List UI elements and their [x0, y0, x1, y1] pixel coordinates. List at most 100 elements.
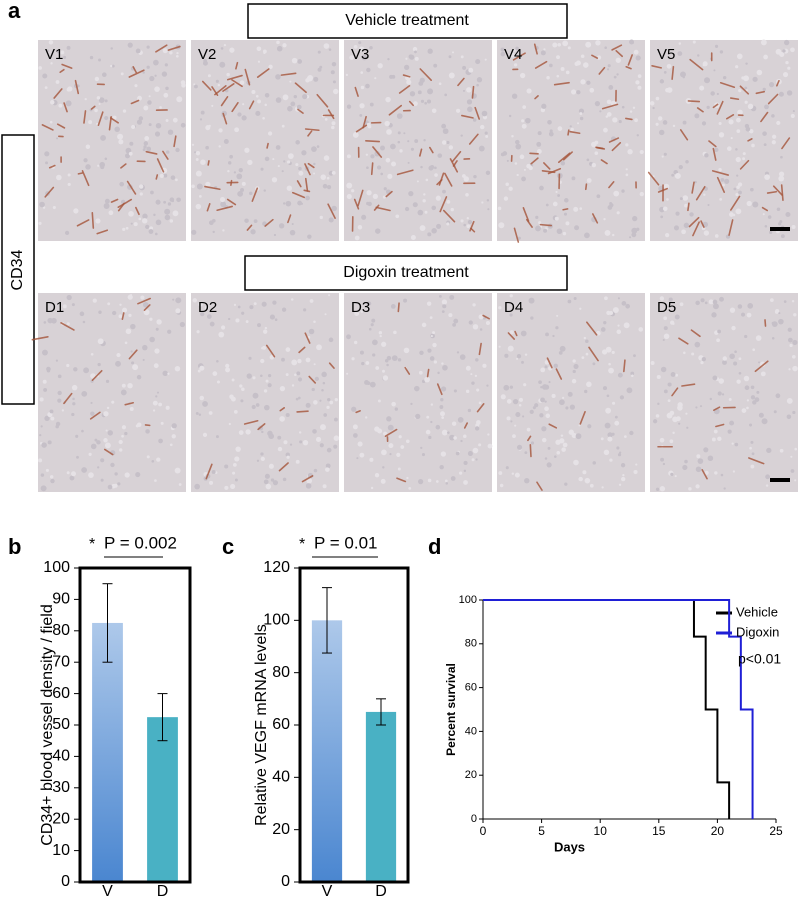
texture: [662, 462, 666, 466]
texture: [195, 150, 201, 156]
texture: [39, 434, 42, 437]
vessel: [754, 360, 769, 373]
texture: [526, 88, 532, 94]
texture: [425, 178, 429, 182]
y-axis-title: Percent survival: [444, 663, 458, 756]
texture: [276, 40, 280, 45]
texture: [463, 223, 467, 227]
texture: [367, 201, 372, 207]
texture: [321, 388, 324, 392]
legend-label: Vehicle: [736, 604, 778, 619]
texture: [632, 215, 638, 222]
texture: [172, 210, 179, 217]
texture: [528, 165, 533, 171]
texture: [313, 468, 318, 473]
vessel: [713, 406, 721, 412]
vessel: [747, 138, 753, 142]
texture: [472, 118, 477, 122]
texture: [117, 133, 124, 140]
texture: [261, 347, 264, 350]
texture: [195, 203, 202, 210]
texture: [50, 416, 55, 421]
texture: [253, 219, 258, 224]
texture: [354, 340, 358, 345]
texture: [121, 434, 124, 438]
vessel: [155, 44, 168, 53]
texture: [391, 355, 398, 362]
texture: [172, 298, 175, 301]
texture: [412, 46, 418, 52]
texture: [212, 218, 216, 223]
texture: [608, 310, 614, 316]
texture: [722, 75, 727, 80]
texture: [129, 407, 134, 411]
texture: [130, 350, 133, 353]
texture: [772, 134, 777, 139]
texture: [372, 353, 376, 357]
texture: [682, 120, 687, 125]
texture: [714, 44, 719, 48]
texture: [761, 418, 768, 425]
vessel: [514, 330, 518, 337]
texture: [604, 46, 607, 49]
texture: [574, 61, 579, 66]
texture: [140, 295, 145, 300]
texture: [613, 190, 620, 197]
texture: [731, 325, 736, 331]
texture: [604, 422, 611, 429]
texture: [406, 79, 412, 85]
texture: [792, 339, 798, 346]
texture: [346, 334, 351, 340]
texture: [639, 191, 644, 197]
texture: [704, 77, 711, 84]
texture: [282, 202, 286, 205]
texture: [427, 478, 432, 483]
vessel: [700, 220, 705, 229]
texture: [179, 321, 185, 328]
texture: [509, 385, 514, 389]
texture: [220, 201, 227, 208]
texture: [316, 145, 320, 148]
texture: [441, 429, 448, 436]
texture: [671, 173, 675, 177]
x-tick-label: 5: [538, 824, 545, 838]
vessel: [712, 103, 719, 109]
texture: [504, 353, 509, 358]
vessel: [419, 68, 432, 82]
vessel: [461, 114, 474, 119]
vessel: [436, 383, 443, 396]
vessel: [61, 63, 73, 69]
vessel: [781, 137, 791, 150]
texture: [370, 154, 375, 159]
texture: [293, 94, 297, 99]
y-tick-label: 80: [465, 638, 477, 650]
texture: [607, 205, 613, 210]
texture: [218, 128, 223, 133]
texture: [764, 174, 771, 181]
texture: [579, 116, 584, 121]
texture: [782, 49, 786, 53]
texture: [145, 224, 150, 229]
micrograph: [650, 40, 798, 241]
texture: [677, 51, 683, 57]
texture: [156, 457, 161, 462]
texture: [119, 303, 122, 306]
texture: [149, 75, 155, 82]
texture: [763, 54, 768, 60]
texture: [686, 426, 689, 429]
texture: [268, 463, 274, 469]
texture: [720, 178, 725, 182]
texture: [657, 402, 660, 406]
texture: [375, 366, 380, 370]
texture: [326, 405, 330, 410]
y-tick-label: 100: [263, 612, 290, 629]
texture: [627, 149, 633, 155]
texture: [138, 217, 142, 221]
vessel: [53, 88, 63, 99]
texture: [219, 61, 226, 68]
texture: [195, 411, 199, 415]
texture: [72, 402, 76, 406]
texture: [427, 348, 432, 353]
texture: [512, 434, 516, 439]
vessel: [370, 162, 374, 176]
